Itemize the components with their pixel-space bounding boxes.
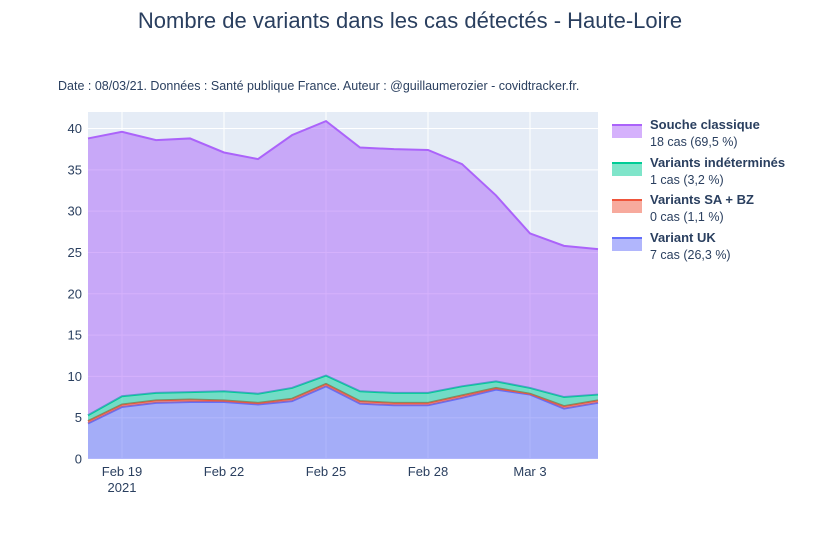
legend-swatch <box>612 236 642 251</box>
legend-item[interactable]: Variants indéterminés 1 cas (3,2 %) <box>612 154 812 192</box>
x-tick-label: Feb 19 <box>102 464 142 479</box>
y-tick-label: 15 <box>68 328 82 343</box>
y-tick-label: 10 <box>68 369 82 384</box>
x-tick-label: Feb 22 <box>204 464 244 479</box>
line-souche-classique <box>87 119 599 251</box>
y-tick-label: 25 <box>68 245 82 260</box>
x-tick-label: Feb 28 <box>408 464 448 479</box>
legend-swatch <box>612 199 642 213</box>
area-souche-classique <box>88 121 598 416</box>
area-variant-uk <box>88 386 598 459</box>
legend-swatch <box>612 124 642 138</box>
x-tick-sublabel: 2021 <box>108 480 137 495</box>
legend-series-detail: 0 cas (1,1 %) <box>650 210 724 224</box>
legend-item[interactable]: Variants SA + BZ 0 cas (1,1 %) <box>612 191 812 229</box>
y-tick-label: 5 <box>75 410 82 425</box>
x-tick-label: Mar 3 <box>513 464 546 479</box>
legend-series-detail: 7 cas (26,3 %) <box>650 247 731 262</box>
area-series-layer <box>87 119 599 459</box>
legend-series-name: Variant UK <box>650 229 716 245</box>
chart-subtitle: Date : 08/03/21. Données : Santé publiqu… <box>58 79 580 93</box>
y-tick-label: 35 <box>68 162 82 177</box>
x-tick-label: Feb 25 <box>306 464 346 479</box>
legend-series-name: Variants indéterminés <box>650 154 786 170</box>
legend-swatch <box>612 161 642 176</box>
area-variants-ind-termin-s <box>88 375 598 421</box>
legend-series-detail: 1 cas (3,2 %) <box>650 172 724 187</box>
y-tick-label: 30 <box>68 204 82 219</box>
y-tick-label: 20 <box>68 286 82 301</box>
legend-item[interactable]: Variant UK 7 cas (26,3 %) <box>612 229 812 267</box>
legend-series-name: Souche classique <box>650 117 760 132</box>
chart-title: Nombre de variants dans les cas détectés… <box>137 8 683 33</box>
legend-item[interactable]: Souche classique 18 cas (69,5 %) <box>612 116 812 154</box>
legend-series-detail: 18 cas (69,5 %) <box>650 135 738 149</box>
legend-series-name: Variants SA + BZ <box>650 192 754 207</box>
legend: Souche classique 18 cas (69,5 %) Variants … <box>612 116 812 266</box>
y-tick-label: 0 <box>75 452 82 467</box>
y-tick-label: 40 <box>68 121 82 136</box>
